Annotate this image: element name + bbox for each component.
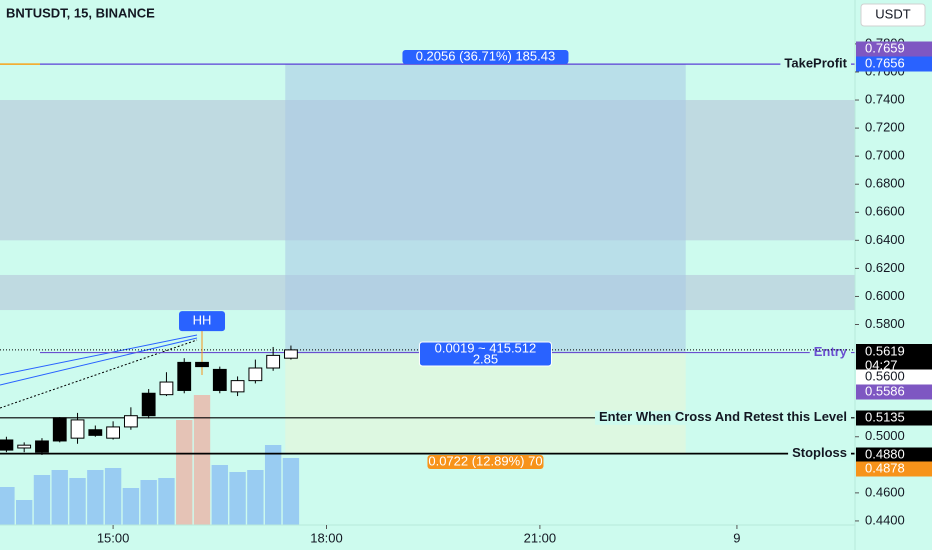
position-label-bg	[427, 455, 544, 469]
volume-bar	[176, 420, 193, 525]
price-badge	[856, 410, 932, 426]
plot-area: TakeProfit Entry Enter When Cross And Rete…	[0, 48, 855, 525]
currency-button[interactable]	[860, 3, 926, 27]
volume-bar	[104, 468, 122, 525]
volume-bar	[193, 395, 211, 525]
symbol-title: BNTUSDT, 15, BINANCE	[6, 5, 155, 20]
volume-bar	[229, 472, 246, 525]
countdown-label: 04:27	[865, 357, 898, 372]
candle-body	[52, 417, 67, 442]
annotation-bg	[179, 311, 226, 332]
candle-body	[88, 429, 103, 436]
currency-label[interactable]: USDT	[875, 6, 910, 21]
price-badge	[856, 384, 932, 400]
price-badge	[856, 461, 932, 477]
candle-body	[159, 381, 174, 396]
price-badge-label: 0.4878	[865, 460, 905, 475]
y-tick-label: 0.4400	[865, 512, 905, 527]
position-label: 2.85	[473, 351, 498, 366]
profit-zone	[285, 64, 686, 353]
candle-body	[17, 444, 32, 449]
trend-line	[0, 337, 198, 386]
level-label-bg	[780, 57, 851, 72]
volume-bar	[16, 500, 33, 525]
candle-body	[177, 361, 192, 391]
level-label-bg	[594, 410, 851, 425]
price-badge-label: 0.5135	[865, 409, 905, 424]
candle-body	[195, 361, 209, 368]
candle-body	[212, 368, 227, 391]
level-label: Entry	[814, 344, 848, 359]
candle-body	[141, 392, 156, 417]
y-tick-label: 0.5800	[865, 316, 905, 331]
volume-bar	[158, 478, 175, 525]
volume-bar	[51, 470, 68, 525]
price-badge	[856, 344, 932, 374]
y-tick-label: 0.5000	[865, 428, 905, 443]
x-tick-label: 18:00	[310, 530, 343, 545]
position-label: 0.0019 ~ 415.512	[435, 340, 537, 355]
y-tick-label: 0.6800	[865, 176, 905, 191]
price-badge	[856, 56, 932, 72]
volume-bar	[87, 470, 104, 525]
x-tick-label: 15:00	[97, 530, 130, 545]
y-tick-label: 0.7000	[865, 148, 905, 163]
volume-bar	[0, 487, 15, 525]
y-tick-label: 0.7200	[865, 120, 905, 135]
volume-bar	[33, 475, 51, 525]
price-badge-label: 0.4880	[865, 446, 905, 461]
candle-body	[35, 440, 49, 453]
trend-line	[0, 339, 198, 409]
candle-body	[70, 419, 85, 439]
price-badge-label: 0.5586	[865, 383, 905, 398]
y-tick-label: 0.6600	[865, 204, 905, 219]
price-badge	[856, 369, 932, 385]
volume-bar	[264, 445, 282, 525]
level-label-bg	[788, 446, 851, 461]
price-badge-label: 0.7659	[865, 40, 905, 55]
level-label: TakeProfit	[784, 56, 847, 71]
candle-body	[266, 354, 281, 369]
price-badge	[856, 41, 932, 57]
volume-bar	[140, 480, 157, 525]
candle-body	[0, 439, 14, 451]
position-label: 0.0722 (12.89%) 70	[428, 453, 542, 468]
price-badge-label: 0.7656	[865, 55, 905, 70]
x-tick-label: 9	[733, 530, 740, 545]
level-label: Stoploss	[792, 445, 847, 460]
x-tick-label: 21:00	[524, 530, 557, 545]
position-label-bg	[402, 50, 569, 64]
candle-body	[248, 367, 263, 382]
price-badge-label: 0.5600	[865, 368, 905, 383]
position-label: 0.2056 (36.71%) 185.43	[416, 48, 556, 63]
volume-bar	[211, 465, 228, 525]
candle-body	[284, 349, 298, 359]
price-badge-label: 0.5619	[865, 343, 905, 358]
price-badge	[856, 447, 932, 463]
volume-bar	[69, 478, 86, 525]
y-tick-label: 0.4600	[865, 484, 905, 499]
candle-body	[230, 380, 245, 393]
y-tick-label: 0.6200	[865, 260, 905, 275]
annotation-label: HH	[193, 313, 212, 328]
candle-body	[123, 415, 138, 428]
volume-bar	[122, 488, 140, 525]
y-tick-label: 0.7400	[865, 91, 905, 106]
level-label-bg	[809, 345, 851, 360]
candle-body	[106, 426, 121, 439]
y-tick-label: 0.6000	[865, 288, 905, 303]
y-tick-label: 0.6400	[865, 232, 905, 247]
volume-bar	[282, 458, 300, 525]
level-label: Enter When Cross And Retest this Level	[599, 409, 847, 424]
position-label-bg	[418, 341, 552, 367]
volume-bar	[247, 470, 264, 525]
loss-zone	[285, 352, 686, 454]
trend-line	[0, 334, 198, 376]
